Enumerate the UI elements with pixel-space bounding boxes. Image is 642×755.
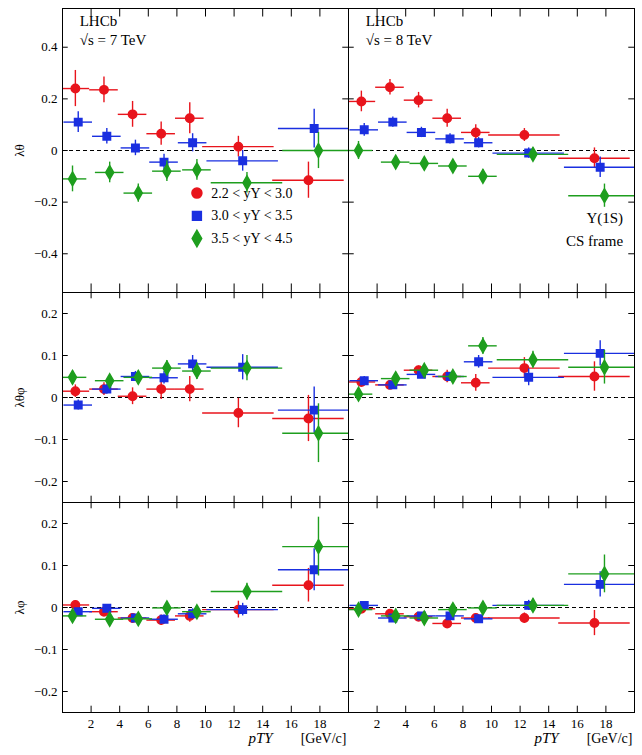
svg-text:10: 10	[199, 716, 212, 731]
svg-text:12: 12	[228, 716, 241, 731]
svg-text:2: 2	[374, 716, 381, 731]
svg-text:8: 8	[460, 716, 467, 731]
svg-text:3.0 < yΥ < 3.5: 3.0 < yΥ < 3.5	[211, 208, 292, 223]
svg-text:16: 16	[285, 716, 299, 731]
svg-text:0.2: 0.2	[41, 516, 57, 531]
svg-text:0: 0	[51, 600, 58, 615]
svg-text:√s = 8 TeV: √s = 8 TeV	[366, 32, 433, 48]
svg-text:0.1: 0.1	[41, 348, 57, 363]
svg-text:−0.1: −0.1	[34, 432, 58, 447]
svg-text:6: 6	[145, 716, 152, 731]
svg-text:0.2: 0.2	[41, 306, 57, 321]
svg-text:LHCb: LHCb	[80, 13, 118, 29]
svg-text:[GeV/c]: [GeV/c]	[587, 731, 633, 746]
svg-text:18: 18	[313, 716, 326, 731]
svg-text:[GeV/c]: [GeV/c]	[301, 731, 347, 746]
svg-text:Υ(1S): Υ(1S)	[586, 210, 623, 227]
svg-text:−0.2: −0.2	[34, 684, 58, 699]
svg-text:0.1: 0.1	[41, 558, 57, 573]
svg-text:√s = 7 TeV: √s = 7 TeV	[80, 32, 147, 48]
svg-text:−0.2: −0.2	[34, 474, 58, 489]
svg-text:CS frame: CS frame	[566, 233, 623, 249]
svg-text:4: 4	[116, 716, 123, 731]
svg-text:λθφ: λθφ	[12, 387, 27, 407]
svg-text:0: 0	[51, 390, 58, 405]
svg-text:6: 6	[431, 716, 438, 731]
svg-text:3.5 < yΥ < 4.5: 3.5 < yΥ < 4.5	[211, 231, 292, 246]
svg-text:−0.1: −0.1	[34, 642, 58, 657]
svg-text:16: 16	[571, 716, 585, 731]
svg-text:12: 12	[514, 716, 527, 731]
svg-text:0: 0	[51, 143, 58, 158]
svg-text:0.2: 0.2	[41, 91, 57, 106]
svg-text:4: 4	[402, 716, 409, 731]
svg-text:18: 18	[599, 716, 612, 731]
svg-text:2.2 < yΥ < 3.0: 2.2 < yΥ < 3.0	[211, 186, 292, 201]
svg-text:14: 14	[256, 716, 270, 731]
svg-text:λθ: λθ	[12, 144, 27, 157]
svg-text:−0.2: −0.2	[34, 194, 58, 209]
svg-text:14: 14	[542, 716, 556, 731]
svg-text:10: 10	[485, 716, 498, 731]
svg-text:8: 8	[174, 716, 181, 731]
svg-text:−0.4: −0.4	[34, 246, 58, 261]
svg-text:pTΥ: pTΥ	[533, 730, 560, 746]
svg-text:0.4: 0.4	[41, 39, 58, 54]
svg-text:LHCb: LHCb	[366, 13, 404, 29]
svg-text:λφ: λφ	[12, 601, 27, 615]
svg-text:pTΥ: pTΥ	[247, 730, 274, 746]
svg-text:2: 2	[88, 716, 95, 731]
